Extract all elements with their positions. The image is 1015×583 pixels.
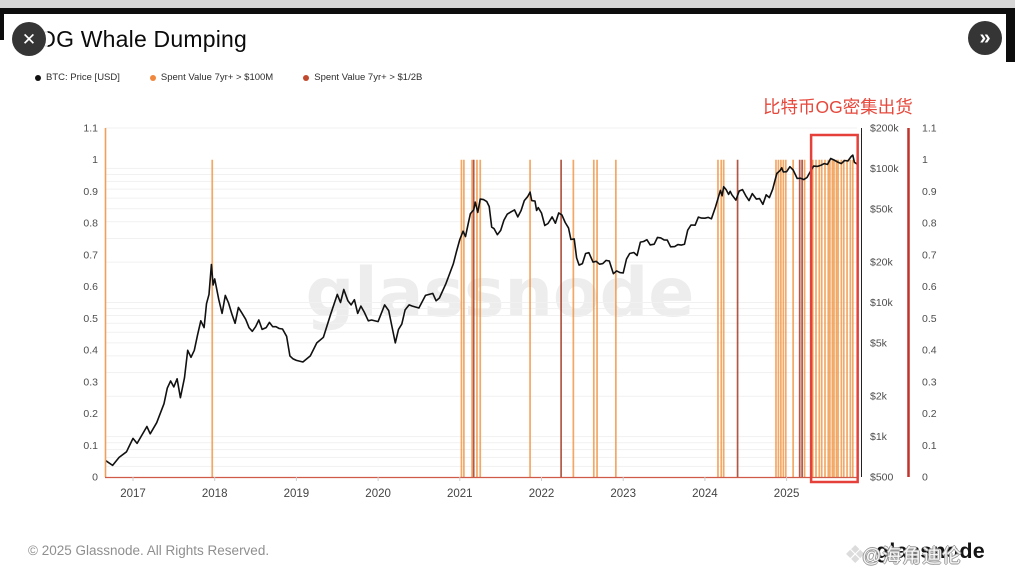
legend-dot-orange [149,74,156,81]
axis-tick-label: 0 [92,472,98,484]
axis-tick-label: 0.4 [83,345,98,357]
year-label: 2024 [692,488,718,500]
year-label: 2020 [365,488,391,500]
year-label: 2019 [284,488,310,500]
close-button[interactable]: ✕ [12,22,46,56]
axis-tick-label: 1.1 [922,123,937,135]
overlay-watermark: @海角迪伦 [862,546,963,567]
window-left-edge [0,14,4,40]
year-label: 2023 [610,488,636,500]
axis-tick-label: 1 [92,154,98,166]
year-label: 2022 [529,488,555,500]
axis-tick-label: 0.6 [922,281,937,293]
legend-dot-red [303,74,310,81]
legend-dot-black [35,74,41,81]
axis-tick-label: 0.9 [922,186,937,198]
diamond-icon: ❖ [844,541,867,569]
legend-label: Spent Value 7yr+ > $100M [160,72,274,83]
axis-tick-label: 0.4 [922,345,937,357]
axis-tick-label: 0.3 [83,376,98,388]
year-label: 2017 [120,488,146,500]
axis-tick-label: $100k [870,163,899,175]
axis-tick-label: 0.2 [83,408,98,420]
axis-tick-label: $200k [870,123,899,135]
glassnode-watermark: glassnode [306,254,695,333]
axis-tick-label: 0.5 [922,313,937,325]
axis-tick-label: $1k [870,431,888,443]
chart-legend: BTC: Price [USD] Spent Value 7yr+ > $100… [35,72,422,83]
axis-tick-label: 1.1 [83,123,98,135]
legend-label: BTC: Price [USD] [46,72,120,83]
axis-tick-label: 1 [922,154,928,166]
brand-wordmark: glassnode [876,539,986,563]
window-top-strip [0,0,1015,8]
axis-tick-label: $5k [870,337,888,349]
axis-tick-label: $2k [870,391,888,403]
axis-tick-label: 0.8 [83,218,98,230]
chevron-double-right-icon: » [979,27,991,49]
legend-label: Spent Value 7yr+ > $1/2B [314,72,423,83]
btc-price-line [105,154,858,467]
year-label: 2021 [447,488,473,500]
next-button[interactable]: » [968,21,1002,55]
axis-tick-label: 0.7 [83,249,98,261]
axis-tick-label: 0.1 [922,440,937,452]
axis-tick-label: 0 [922,472,928,484]
window-right-edge [1006,14,1015,62]
axis-tick-label: 0.1 [83,440,98,452]
legend-item-spent-100m[interactable]: Spent Value 7yr+ > $100M [149,72,274,83]
axis-tick-label: $20k [870,257,894,269]
axis-tick-label: 0.6 [83,281,98,293]
axis-tick-label: $50k [870,203,894,215]
axis-tick-label: $10k [870,297,894,309]
year-label: 2025 [774,488,800,500]
axis-tick-label: 0.3 [922,376,937,388]
year-label: 2018 [202,488,228,500]
axis-tick-label: 0.5 [83,313,98,325]
copyright-text: © 2025 Glassnode. All Rights Reserved. [28,543,270,558]
close-icon: ✕ [21,29,37,49]
legend-item-spent-500m[interactable]: Spent Value 7yr+ > $1/2B [303,72,422,83]
window-top-bar [0,8,1015,14]
chinese-annotation: 比特币OG密集出货 [763,97,913,117]
page-title: OG Whale Dumping [38,26,247,52]
legend-item-btc-price[interactable]: BTC: Price [USD] [35,72,120,83]
axis-tick-label: 0.2 [922,408,937,420]
glassnode-logo: ❖ glassnode @海角迪伦 [840,536,1010,576]
axis-tick-label: 0.9 [83,186,98,198]
highlight-box [809,133,859,484]
axis-tick-label: 0.7 [922,249,937,261]
axis-tick-label: $500 [870,472,894,484]
axis-tick-label: 0.8 [922,218,937,230]
